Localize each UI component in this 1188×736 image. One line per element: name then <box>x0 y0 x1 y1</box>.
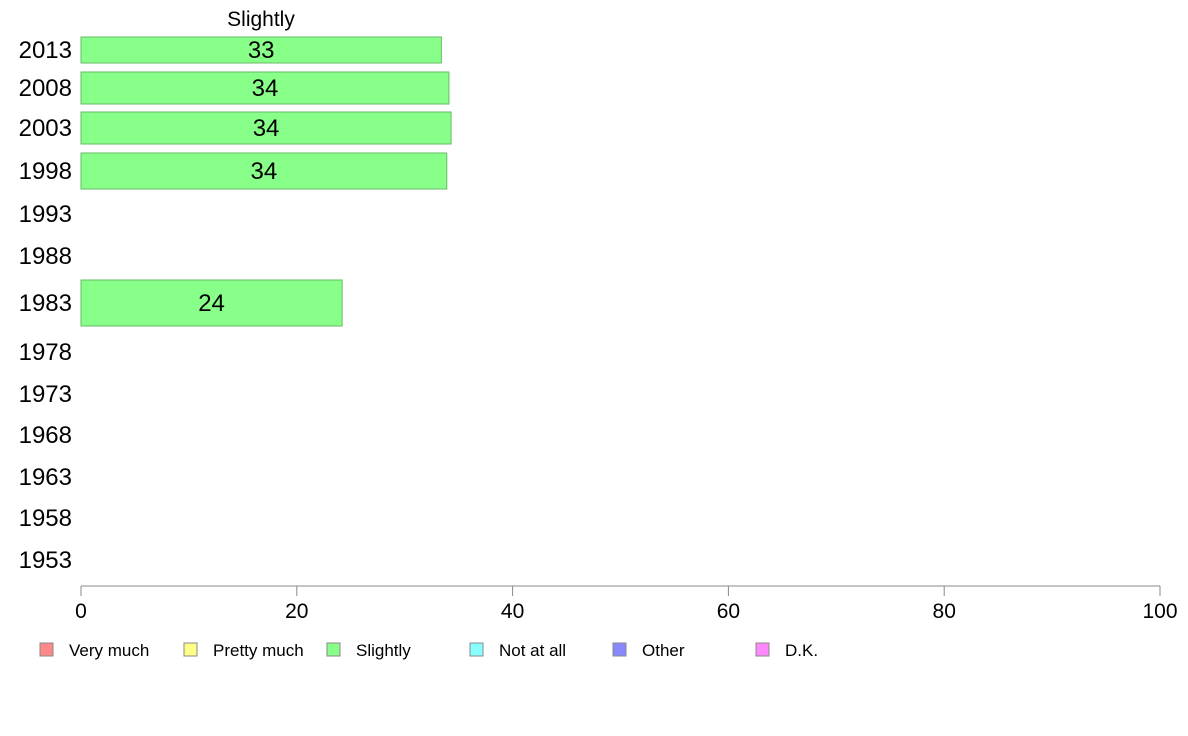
year-label: 1983 <box>19 290 72 317</box>
bar-value-label: 34 <box>252 75 279 102</box>
bar-value-label: 34 <box>251 158 278 185</box>
legend-swatch <box>470 643 483 656</box>
year-label: 1978 <box>19 339 72 366</box>
legend-label: Pretty much <box>213 641 304 660</box>
year-label: 2003 <box>19 115 72 142</box>
chart-title: Slightly <box>227 8 295 31</box>
year-label: 2008 <box>19 75 72 102</box>
legend-swatch <box>756 643 769 656</box>
x-tick-label: 100 <box>1142 600 1177 623</box>
bar-value-label: 24 <box>198 290 225 317</box>
legend-swatch <box>327 643 340 656</box>
legend-swatch <box>40 643 53 656</box>
bar-value-label: 34 <box>253 115 280 142</box>
year-label: 1973 <box>19 381 72 408</box>
legend-label: Slightly <box>356 641 411 660</box>
legend-label: Not at all <box>499 641 566 660</box>
legend-swatch <box>613 643 626 656</box>
legend-label: Very much <box>69 641 149 660</box>
year-label: 1998 <box>19 158 72 185</box>
year-label: 1958 <box>19 505 72 532</box>
year-label: 2013 <box>19 37 72 64</box>
x-tick-label: 80 <box>933 600 956 623</box>
year-label: 1993 <box>19 201 72 228</box>
year-label: 1988 <box>19 243 72 270</box>
x-tick-label: 0 <box>75 600 87 623</box>
x-tick-label: 60 <box>717 600 740 623</box>
legend-label: D.K. <box>785 641 818 660</box>
year-label: 1953 <box>19 547 72 574</box>
x-tick-label: 40 <box>501 600 524 623</box>
bar-value-label: 33 <box>248 37 275 64</box>
legend-swatch <box>184 643 197 656</box>
legend-label: Other <box>642 641 685 660</box>
year-label: 1968 <box>19 422 72 449</box>
x-tick-label: 20 <box>285 600 308 623</box>
year-label: 1963 <box>19 464 72 491</box>
chart: Slightly 2013 33 2008 34 2003 34 1998 34 1993 198… <box>0 0 1188 736</box>
